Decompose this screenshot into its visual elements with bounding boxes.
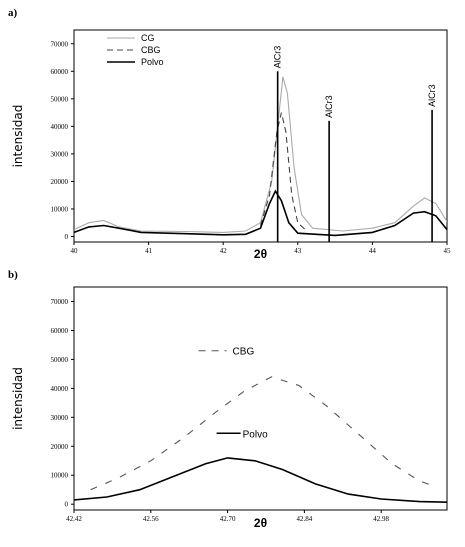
panel-b-series-cbg bbox=[90, 376, 437, 491]
panel-b-frame bbox=[73, 286, 448, 511]
panel-b-x-tick-label: 42.70 bbox=[220, 515, 236, 523]
panel-a-x-tick-label: 42 bbox=[220, 247, 228, 255]
panel-b-y-tick-label: 20000 bbox=[51, 443, 69, 451]
panel-a-reference-label: AlCr3 bbox=[324, 95, 334, 118]
panel-b-x-tick-label: 42.42 bbox=[66, 515, 82, 523]
panel-a-x-tick-label: 45 bbox=[444, 247, 452, 255]
panel-b-series-polvo bbox=[74, 457, 447, 503]
panel-b-y-tick-label: 70000 bbox=[51, 298, 69, 306]
panel-a-x-axis-label: 2θ bbox=[254, 247, 267, 261]
panel-a-reference-label: AlCr3 bbox=[427, 84, 437, 107]
panel-a-y-tick-label: 10000 bbox=[51, 205, 69, 213]
panel-a-y-tick-label: 30000 bbox=[51, 150, 69, 158]
panel-a-y-tick-label: 60000 bbox=[51, 68, 69, 76]
panel-b-x-tick-label: 42.98 bbox=[373, 515, 389, 523]
panel-b-y-tick-label: 30000 bbox=[51, 414, 69, 422]
panel-b-y-tick-label: 40000 bbox=[51, 385, 69, 393]
panel-a-series-cbg bbox=[259, 112, 306, 231]
panel-a-label: a) bbox=[8, 7, 18, 19]
panel-a-x-tick-label: 41 bbox=[145, 247, 153, 255]
panel-b-x-tick-label: 42.84 bbox=[297, 515, 313, 523]
panel-a-x-tick-label: 43 bbox=[294, 247, 302, 255]
panel-a-y-axis-label: intensidad bbox=[11, 105, 25, 168]
panel-b-x-axis-label: 2θ bbox=[254, 516, 267, 530]
panel-a-legend-label-cbg: CBG bbox=[141, 45, 161, 55]
panel-b-x-tick-label: 42.56 bbox=[143, 515, 159, 523]
panel-a-legend-label-polvo: Polvo bbox=[141, 57, 164, 67]
panel-b-label-polvo: Polvo bbox=[243, 429, 268, 440]
panel-b-label-cbg: CBG bbox=[233, 347, 255, 358]
panel-b-y-tick-label: 60000 bbox=[51, 327, 69, 335]
panel-a-x-tick-label: 44 bbox=[369, 247, 377, 255]
panel-b-y-axis-label: intensidad bbox=[11, 367, 25, 430]
panel-a-y-tick-label: 20000 bbox=[51, 178, 69, 186]
panel-b-y-tick-label: 50000 bbox=[51, 356, 69, 364]
panel-b-label: b) bbox=[8, 269, 18, 281]
panel-a-frame bbox=[73, 29, 448, 243]
panel-a-series-polvo bbox=[74, 189, 447, 237]
panel-a-y-tick-label: 40000 bbox=[51, 123, 69, 131]
panel-b-y-tick-label: 0 bbox=[65, 501, 69, 509]
panel-a-y-tick-label: 70000 bbox=[51, 40, 69, 48]
panel-a-y-tick-label: 50000 bbox=[51, 95, 69, 103]
panel-a-legend-label-cg: CG bbox=[141, 33, 155, 43]
panel-b-y-tick-label: 10000 bbox=[51, 472, 69, 480]
panel-a-series-cg bbox=[74, 76, 447, 233]
panel-a-y-tick-label: 0 bbox=[65, 233, 69, 241]
panel-a-x-tick-label: 40 bbox=[71, 247, 79, 255]
panel-a-reference-label: AlCr3 bbox=[273, 46, 283, 69]
